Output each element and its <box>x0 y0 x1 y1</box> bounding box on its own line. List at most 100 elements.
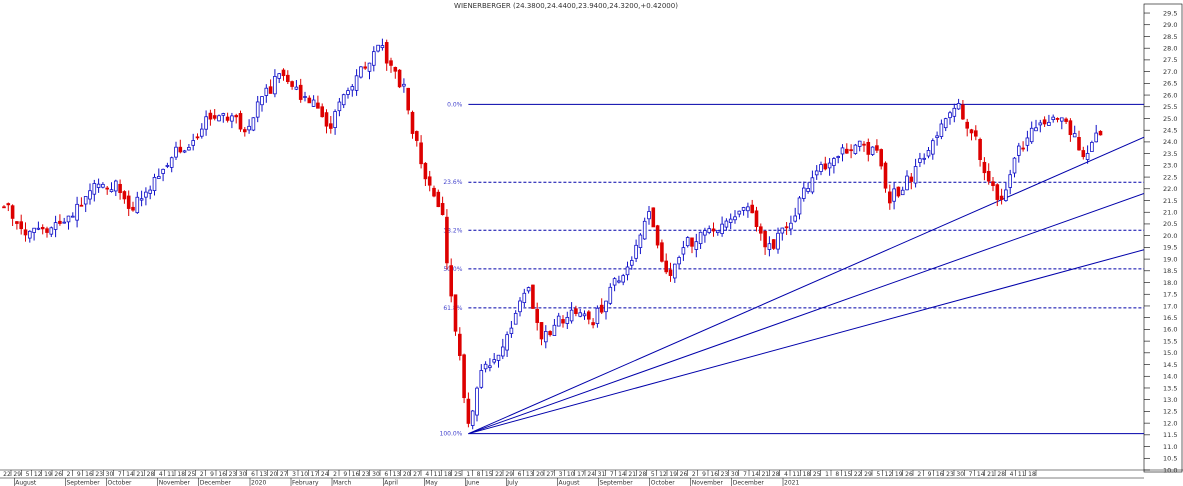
x-tick-label: 12 <box>885 471 893 478</box>
fan-1-line <box>468 136 1145 435</box>
y-tick-label: 25.0 <box>1163 115 1177 123</box>
candle-down <box>419 142 423 165</box>
y-tick-label: 22.5 <box>1163 173 1177 181</box>
y-tick-label: 21.0 <box>1163 209 1177 217</box>
month-label: October <box>108 480 133 486</box>
candle-up <box>642 220 647 240</box>
candle-up <box>135 196 140 214</box>
candle-down <box>1042 119 1047 125</box>
candle-up <box>892 188 896 202</box>
y-tick-label: 22.0 <box>1163 185 1177 193</box>
x-tick-label: 21 <box>762 471 770 478</box>
month-label: October <box>651 480 676 486</box>
candle-up <box>922 157 926 160</box>
candle-up <box>260 96 264 106</box>
candle-up <box>333 111 337 128</box>
x-tick-label: 9 <box>702 471 706 478</box>
candle-up <box>685 237 690 247</box>
candle-down <box>888 191 892 204</box>
candle-down <box>587 311 591 320</box>
x-tick-label: 17 <box>577 471 585 478</box>
y-tick-label: 17.0 <box>1163 302 1177 310</box>
candle-down <box>982 161 987 174</box>
candle-down <box>771 239 776 249</box>
month-label: 2020 <box>251 480 266 486</box>
x-tick-label: 23 <box>95 471 103 478</box>
candle-up <box>595 307 600 324</box>
x-tick-label: 13 <box>393 471 401 478</box>
candle-up <box>350 86 355 91</box>
month-label: November <box>159 480 191 486</box>
candle-up <box>1017 145 1021 156</box>
candle-up <box>505 334 509 351</box>
fan-lines <box>468 136 1145 435</box>
candle-down <box>866 141 871 155</box>
candle-down <box>909 176 914 182</box>
candle-up <box>359 66 363 78</box>
candle-down <box>849 149 853 152</box>
candle-up <box>780 227 785 234</box>
candle-down <box>845 148 849 154</box>
candle-up <box>720 223 724 234</box>
candle-up <box>1090 142 1094 152</box>
candle-up <box>707 228 711 233</box>
x-tick-label: 7 <box>743 471 747 478</box>
candle-up <box>92 183 97 195</box>
y-tick-label: 27.0 <box>1163 68 1177 76</box>
x-tick-label: 25 <box>188 471 196 478</box>
x-tick-label: 28 <box>772 471 780 478</box>
candle-up <box>793 215 797 222</box>
x-tick-label: 4 <box>784 471 788 478</box>
x-tick-label: 30 <box>956 471 964 478</box>
x-tick-label: 2 <box>200 471 204 478</box>
month-label: 2021 <box>784 480 799 486</box>
candle-up <box>49 227 54 235</box>
candle-up <box>247 125 251 131</box>
x-tick-label: 16 <box>352 471 360 478</box>
candle-down <box>423 162 428 180</box>
candle-up <box>139 198 144 201</box>
candle-up <box>27 230 32 239</box>
candle-up <box>948 112 952 119</box>
month-label: August <box>559 480 581 486</box>
candle-down <box>285 74 290 83</box>
candle-down <box>862 143 866 146</box>
candle-up <box>221 113 226 116</box>
y-tick-label: 19.0 <box>1163 255 1177 263</box>
candle-up <box>612 278 617 286</box>
candle-up <box>698 231 703 245</box>
candle-down <box>242 129 247 133</box>
candle-up <box>83 196 88 205</box>
x-tick-label: 27 <box>546 471 554 478</box>
y-tick-label: 13.5 <box>1163 384 1177 392</box>
candle-up <box>513 312 518 325</box>
candle-down <box>445 216 449 264</box>
x-tick-label: 9 <box>77 471 81 478</box>
x-tick-label: 16 <box>85 471 93 478</box>
candle-up <box>900 189 905 196</box>
candle-down <box>668 269 673 276</box>
candle-down <box>1068 120 1073 136</box>
candle-down <box>238 113 243 130</box>
month-label: December <box>733 480 765 486</box>
x-tick-label: 28 <box>147 471 155 478</box>
candle-up <box>251 117 256 131</box>
x-tick-label: 14 <box>618 471 626 478</box>
y-tick-label: 16.0 <box>1163 326 1177 334</box>
month-label: December <box>200 480 232 486</box>
x-tick-label: 16 <box>218 471 226 478</box>
candle-down <box>118 183 122 194</box>
x-tick-label: 28 <box>639 471 647 478</box>
fib-level-label: 100.0% <box>440 431 463 438</box>
candle-up <box>294 86 299 90</box>
candle-up <box>1060 117 1064 122</box>
fib-level-label: 38.2% <box>443 227 462 234</box>
candle-up <box>556 315 561 327</box>
y-tick-label: 19.5 <box>1163 244 1177 252</box>
x-tick-label: 1 <box>825 471 829 478</box>
candle-down <box>1077 137 1081 151</box>
y-tick-label: 14.0 <box>1163 373 1177 381</box>
candle-up <box>952 107 957 117</box>
candle-down <box>15 221 19 224</box>
x-tick-label: 4 <box>159 471 163 478</box>
